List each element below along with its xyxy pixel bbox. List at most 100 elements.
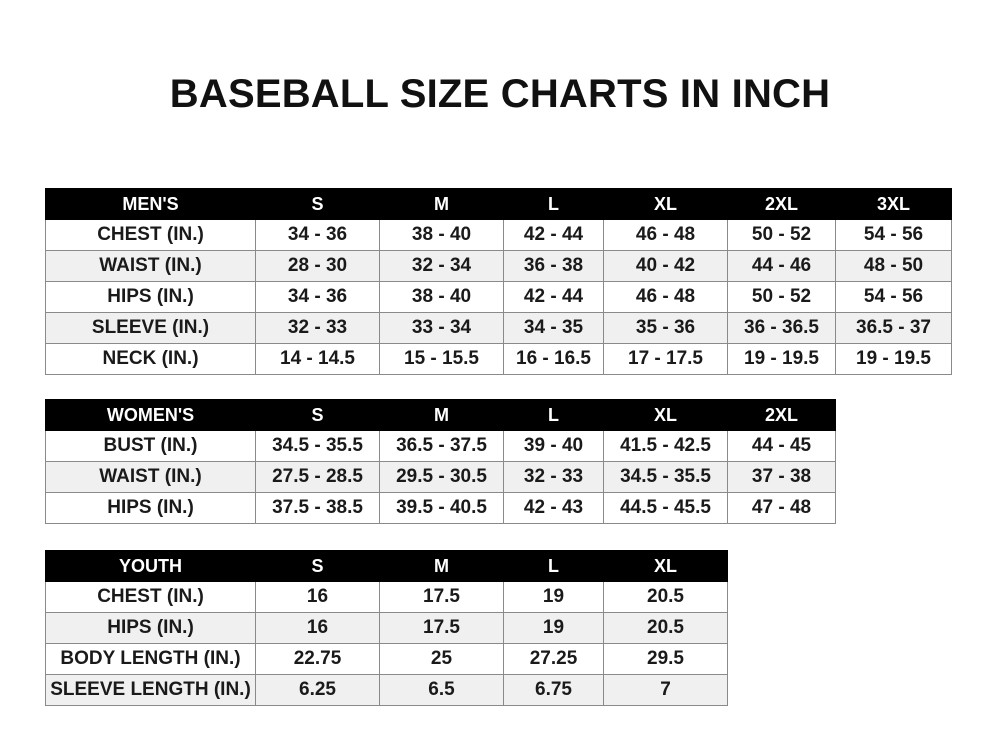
size-value: 42 - 43: [503, 492, 604, 524]
table-row: CHEST (IN.) 16 17.5 19 20.5: [45, 581, 728, 613]
table-row: WAIST (IN.) 27.5 - 28.5 29.5 - 30.5 32 - 33…: [45, 461, 836, 493]
size-header: XL: [603, 550, 728, 582]
size-value: 16: [255, 581, 380, 613]
size-value: 19: [503, 612, 604, 644]
table-row: NECK (IN.) 14 - 14.5 15 - 15.5 16 - 16.5 17 …: [45, 343, 952, 375]
size-header: L: [503, 399, 604, 431]
size-value: 19: [503, 581, 604, 613]
size-value: 22.75: [255, 643, 380, 675]
size-value: 14 - 14.5: [255, 343, 380, 375]
size-value: 32 - 33: [255, 312, 380, 344]
measurement-label: HIPS (IN.): [45, 281, 256, 313]
table-row: CHEST (IN.) 34 - 36 38 - 40 42 - 44 46 - 48 5…: [45, 219, 952, 251]
size-header: S: [255, 188, 380, 220]
measurement-label: HIPS (IN.): [45, 612, 256, 644]
measurement-label: HIPS (IN.): [45, 492, 256, 524]
size-value: 41.5 - 42.5: [603, 430, 728, 462]
size-value: 19 - 19.5: [835, 343, 952, 375]
table-row: SLEEVE LENGTH (IN.) 6.25 6.5 6.75 7: [45, 674, 728, 706]
size-value: 25: [379, 643, 504, 675]
size-header: XL: [603, 399, 728, 431]
size-value: 34 - 36: [255, 219, 380, 251]
size-value: 32 - 34: [379, 250, 504, 282]
table-row: BUST (IN.) 34.5 - 35.5 36.5 - 37.5 39 - 40 4…: [45, 430, 836, 462]
page-title: BASEBALL SIZE CHARTS IN INCH: [169, 72, 831, 116]
header-row: MEN'S S M L XL 2XL 3XL: [45, 188, 952, 220]
size-value: 34 - 35: [503, 312, 604, 344]
mens-size-table: MEN'S S M L XL 2XL 3XL CHEST (IN.) 34 - 36 38 - 4…: [45, 188, 952, 375]
size-value: 36 - 36.5: [727, 312, 836, 344]
table-row: HIPS (IN.) 37.5 - 38.5 39.5 - 40.5 42 - 43 4…: [45, 492, 836, 524]
size-value: 34.5 - 35.5: [255, 430, 380, 462]
size-value: 33 - 34: [379, 312, 504, 344]
header-row: WOMEN'S S M L XL 2XL: [45, 399, 836, 431]
size-value: 6.5: [379, 674, 504, 706]
table-row: HIPS (IN.) 34 - 36 38 - 40 42 - 44 46 - 48 50…: [45, 281, 952, 313]
size-header: S: [255, 399, 380, 431]
size-value: 48 - 50: [835, 250, 952, 282]
size-value: 35 - 36: [603, 312, 728, 344]
size-value: 7: [603, 674, 728, 706]
measurement-label: NECK (IN.): [45, 343, 256, 375]
size-header: M: [379, 550, 504, 582]
size-value: 28 - 30: [255, 250, 380, 282]
table-row: WAIST (IN.) 28 - 30 32 - 34 36 - 38 40 - 42 4…: [45, 250, 952, 282]
size-value: 37 - 38: [727, 461, 836, 493]
size-header: 3XL: [835, 188, 952, 220]
size-value: 36.5 - 37: [835, 312, 952, 344]
size-value: 29.5 - 30.5: [379, 461, 504, 493]
size-value: 47 - 48: [727, 492, 836, 524]
table-row: SLEEVE (IN.) 32 - 33 33 - 34 34 - 35 35 - 36…: [45, 312, 952, 344]
measurement-label: BODY LENGTH (IN.): [45, 643, 256, 675]
size-value: 37.5 - 38.5: [255, 492, 380, 524]
size-value: 46 - 48: [603, 281, 728, 313]
size-value: 36 - 38: [503, 250, 604, 282]
size-value: 6.75: [503, 674, 604, 706]
size-value: 50 - 52: [727, 219, 836, 251]
size-value: 42 - 44: [503, 281, 604, 313]
measurement-label: WAIST (IN.): [45, 461, 256, 493]
measurement-label: SLEEVE (IN.): [45, 312, 256, 344]
size-value: 16 - 16.5: [503, 343, 604, 375]
category-header: MEN'S: [45, 188, 256, 220]
measurement-label: WAIST (IN.): [45, 250, 256, 282]
size-value: 46 - 48: [603, 219, 728, 251]
size-value: 19 - 19.5: [727, 343, 836, 375]
size-header: M: [379, 188, 504, 220]
header-row: YOUTH S M L XL: [45, 550, 728, 582]
size-value: 16: [255, 612, 380, 644]
size-header: 2XL: [727, 399, 836, 431]
size-value: 20.5: [603, 612, 728, 644]
size-value: 20.5: [603, 581, 728, 613]
category-header: WOMEN'S: [45, 399, 256, 431]
size-value: 34 - 36: [255, 281, 380, 313]
size-header: M: [379, 399, 504, 431]
size-value: 36.5 - 37.5: [379, 430, 504, 462]
size-value: 40 - 42: [603, 250, 728, 282]
table-row: BODY LENGTH (IN.) 22.75 25 27.25 29.5: [45, 643, 728, 675]
size-value: 54 - 56: [835, 281, 952, 313]
size-value: 44 - 45: [727, 430, 836, 462]
size-value: 44.5 - 45.5: [603, 492, 728, 524]
size-value: 17 - 17.5: [603, 343, 728, 375]
size-header: 2XL: [727, 188, 836, 220]
size-value: 39 - 40: [503, 430, 604, 462]
measurement-label: CHEST (IN.): [45, 219, 256, 251]
youth-size-table: YOUTH S M L XL CHEST (IN.) 16 17.5 19 20.5 HIPS (I…: [45, 550, 728, 706]
size-value: 27.25: [503, 643, 604, 675]
size-value: 39.5 - 40.5: [379, 492, 504, 524]
size-value: 44 - 46: [727, 250, 836, 282]
size-value: 38 - 40: [379, 219, 504, 251]
size-value: 29.5: [603, 643, 728, 675]
size-value: 17.5: [379, 581, 504, 613]
table-row: HIPS (IN.) 16 17.5 19 20.5: [45, 612, 728, 644]
size-value: 27.5 - 28.5: [255, 461, 380, 493]
size-value: 34.5 - 35.5: [603, 461, 728, 493]
measurement-label: BUST (IN.): [45, 430, 256, 462]
size-header: L: [503, 188, 604, 220]
size-value: 17.5: [379, 612, 504, 644]
size-value: 32 - 33: [503, 461, 604, 493]
size-value: 42 - 44: [503, 219, 604, 251]
size-value: 38 - 40: [379, 281, 504, 313]
size-header: S: [255, 550, 380, 582]
